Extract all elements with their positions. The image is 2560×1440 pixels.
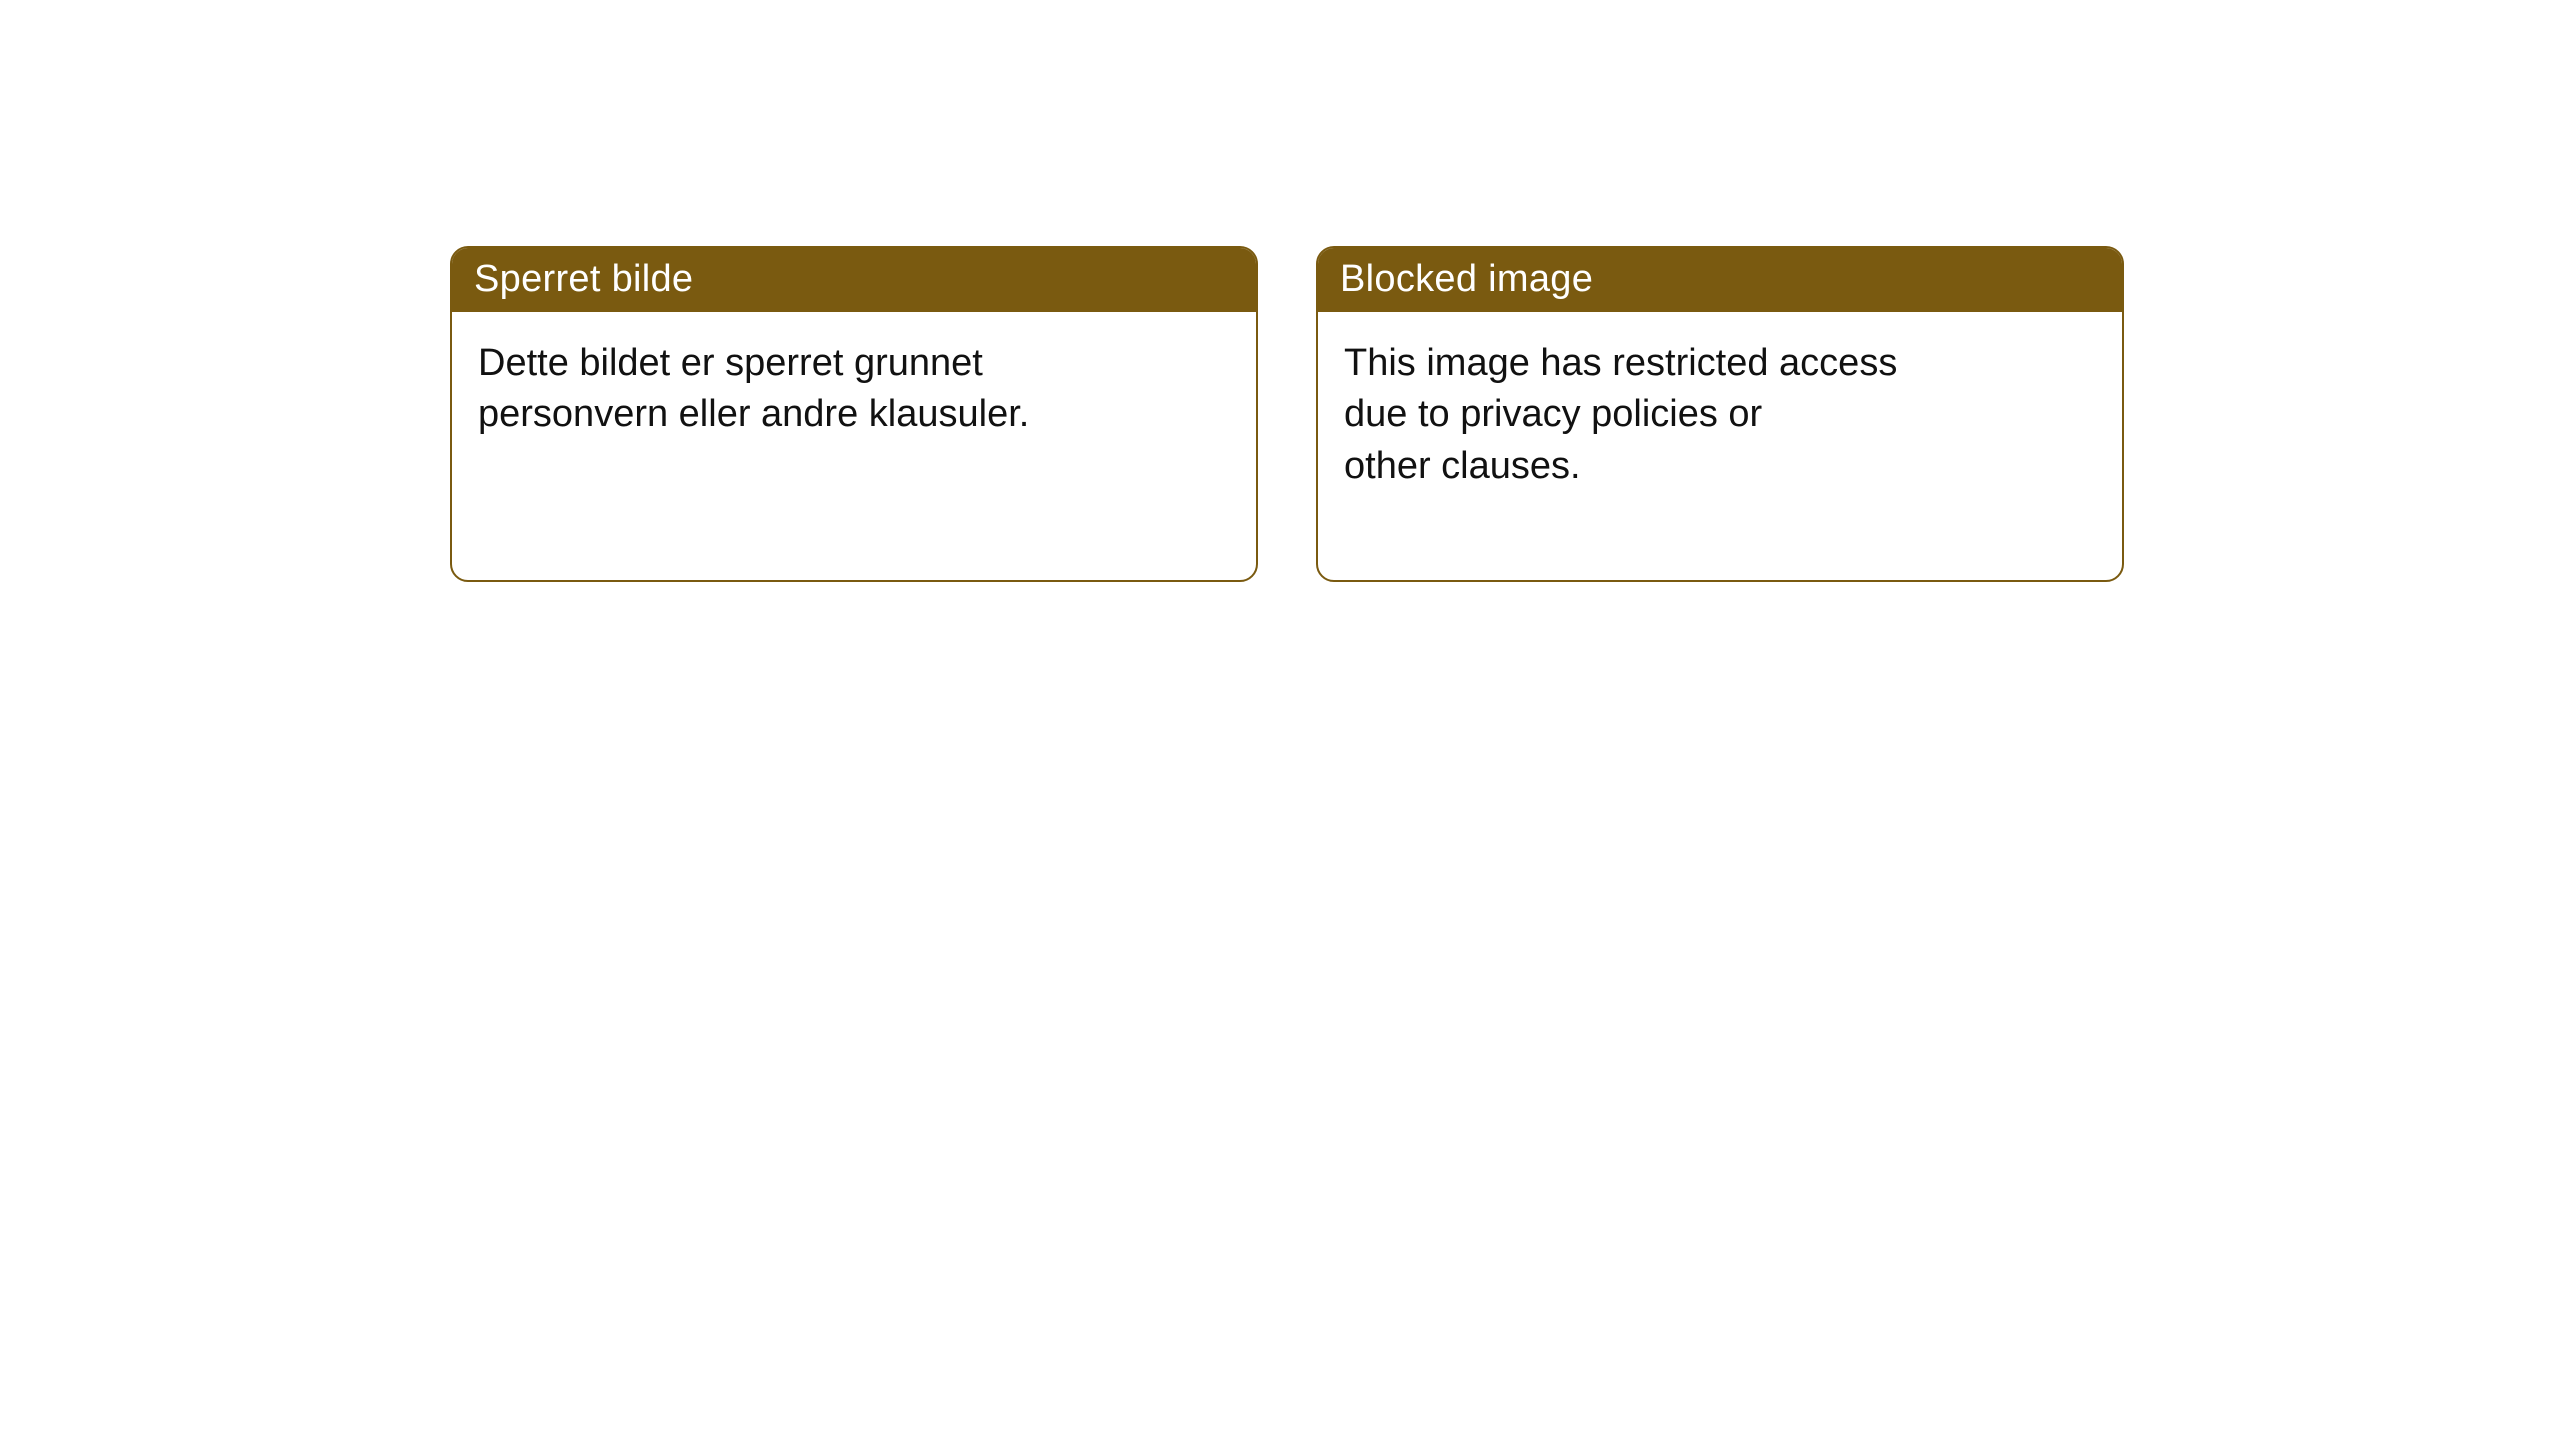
page: Sperret bilde Dette bildet er sperret gr… [0, 0, 2560, 1440]
blocked-image-card-no: Sperret bilde Dette bildet er sperret gr… [450, 246, 1258, 582]
blocked-image-card-en: Blocked image This image has restricted … [1316, 246, 2124, 582]
card-header-no: Sperret bilde [452, 248, 1256, 312]
card-body-en: This image has restricted access due to … [1318, 312, 2122, 516]
card-body-no: Dette bildet er sperret grunnet personve… [452, 312, 1256, 465]
card-header-en: Blocked image [1318, 248, 2122, 312]
blocked-image-cards-row: Sperret bilde Dette bildet er sperret gr… [450, 246, 2124, 582]
